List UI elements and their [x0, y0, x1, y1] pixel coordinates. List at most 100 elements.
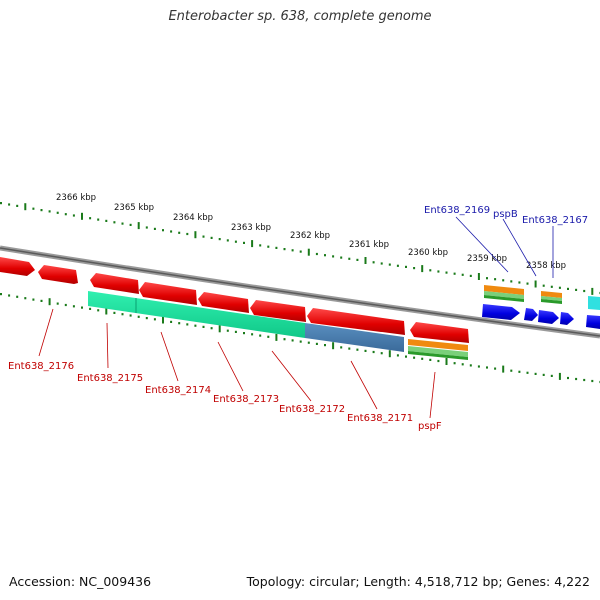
cds-arrow[interactable] — [198, 292, 249, 313]
minor-tick — [388, 263, 391, 266]
gene-label-Ent638_2173[interactable]: Ent638_2173 — [213, 394, 279, 405]
gene-label-Ent638_2176[interactable]: Ent638_2176 — [8, 361, 74, 372]
minor-tick — [8, 294, 11, 297]
gene-label-pspF[interactable]: pspF — [418, 421, 442, 432]
minor-tick — [356, 348, 359, 351]
minor-tick — [186, 232, 189, 236]
feature-bar — [484, 295, 524, 302]
minor-tick — [153, 318, 156, 321]
major-tick — [364, 257, 367, 264]
minor-tick — [526, 282, 529, 285]
kbp-label-2359: 2359 kbp — [467, 254, 507, 264]
cds-arrow[interactable] — [538, 310, 559, 324]
feature-bar — [408, 346, 468, 357]
minor-tick — [340, 256, 343, 259]
minor-tick — [534, 372, 537, 375]
minor-tick — [299, 250, 302, 253]
major-tick — [162, 316, 164, 324]
minor-tick — [575, 377, 578, 381]
gene-label-Ent638_2171[interactable]: Ent638_2171 — [347, 413, 413, 424]
minor-tick — [437, 359, 440, 363]
minor-tick — [89, 217, 92, 220]
major-tick — [558, 372, 561, 380]
minor-tick — [145, 317, 148, 320]
minor-tick — [542, 373, 545, 376]
major-tick — [421, 265, 424, 273]
minor-tick — [396, 264, 399, 267]
cds-arrow[interactable] — [250, 300, 306, 322]
forward-gene-labels: Ent638_2169 pspB Ent638_2167 — [424, 205, 588, 278]
accession-text: Accession: NC_009436 — [9, 574, 152, 589]
minor-tick — [469, 364, 472, 367]
map-title: Enterobacter sp. 638, complete genome — [168, 9, 432, 24]
gene-label-pspB[interactable]: pspB — [493, 209, 518, 220]
gene-label-Ent638_2169[interactable]: Ent638_2169 — [424, 205, 490, 216]
minor-tick — [226, 329, 229, 332]
minor-tick — [380, 352, 383, 355]
minor-tick — [64, 213, 67, 216]
inner-tick-ring — [0, 293, 600, 384]
cds-arrow[interactable] — [410, 322, 469, 343]
minor-tick — [348, 257, 351, 260]
minor-tick — [405, 355, 407, 358]
minor-tick — [315, 252, 318, 256]
minor-tick — [153, 227, 156, 230]
minor-tick — [396, 354, 399, 357]
minor-tick — [372, 350, 375, 354]
minor-tick — [324, 344, 326, 347]
cds-arrow[interactable] — [38, 265, 78, 284]
minor-tick — [145, 226, 148, 229]
minor-tick — [429, 358, 432, 361]
minor-tick — [275, 246, 278, 249]
cds-arrow[interactable] — [586, 315, 600, 329]
major-tick — [24, 203, 27, 211]
minor-tick — [283, 248, 286, 251]
kbp-label-2363: 2363 kbp — [231, 223, 271, 233]
minor-tick — [186, 323, 189, 326]
major-tick — [388, 350, 391, 358]
cds-arrow[interactable] — [0, 257, 35, 276]
cds-arrow[interactable] — [524, 308, 538, 321]
minor-tick — [129, 314, 132, 317]
minor-tick — [226, 239, 229, 242]
minor-tick — [0, 202, 2, 205]
minor-tick — [413, 356, 416, 359]
minor-tick — [510, 280, 513, 283]
cds-arrow[interactable] — [560, 312, 574, 325]
minor-tick — [0, 293, 2, 296]
minor-tick — [550, 285, 553, 288]
major-tick — [307, 248, 310, 256]
minor-tick — [461, 363, 464, 366]
cds-arrow[interactable] — [307, 308, 405, 335]
minor-tick — [113, 221, 116, 224]
major-tick — [48, 298, 51, 306]
minor-tick — [445, 271, 448, 274]
gene-label-Ent638_2167[interactable]: Ent638_2167 — [522, 215, 588, 226]
gene-label-Ent638_2172[interactable]: Ent638_2172 — [279, 404, 345, 415]
minor-tick — [121, 313, 124, 316]
minor-tick — [567, 376, 569, 380]
minor-tick — [486, 366, 488, 369]
minor-tick — [72, 214, 75, 217]
minor-tick — [332, 255, 335, 258]
minor-tick — [170, 230, 173, 233]
minor-tick — [64, 303, 67, 307]
major-tick — [218, 325, 221, 333]
cds-arrow[interactable] — [482, 304, 520, 320]
minor-tick — [48, 210, 51, 213]
minor-tick — [494, 278, 497, 281]
cds-arrow[interactable] — [90, 273, 139, 294]
minor-tick — [259, 334, 262, 337]
minor-tick — [97, 309, 100, 312]
major-tick — [477, 273, 480, 280]
major-tick — [251, 240, 254, 248]
gene-label-Ent638_2175[interactable]: Ent638_2175 — [77, 373, 143, 384]
gene-label-Ent638_2174[interactable]: Ent638_2174 — [145, 385, 211, 396]
major-tick — [194, 231, 197, 239]
minor-tick — [583, 378, 586, 382]
minor-tick — [380, 262, 383, 265]
minor-tick — [178, 231, 181, 234]
kbp-label-2364: 2364 kbp — [173, 213, 213, 223]
minor-tick — [56, 302, 59, 305]
cds-arrow[interactable] — [139, 282, 197, 305]
